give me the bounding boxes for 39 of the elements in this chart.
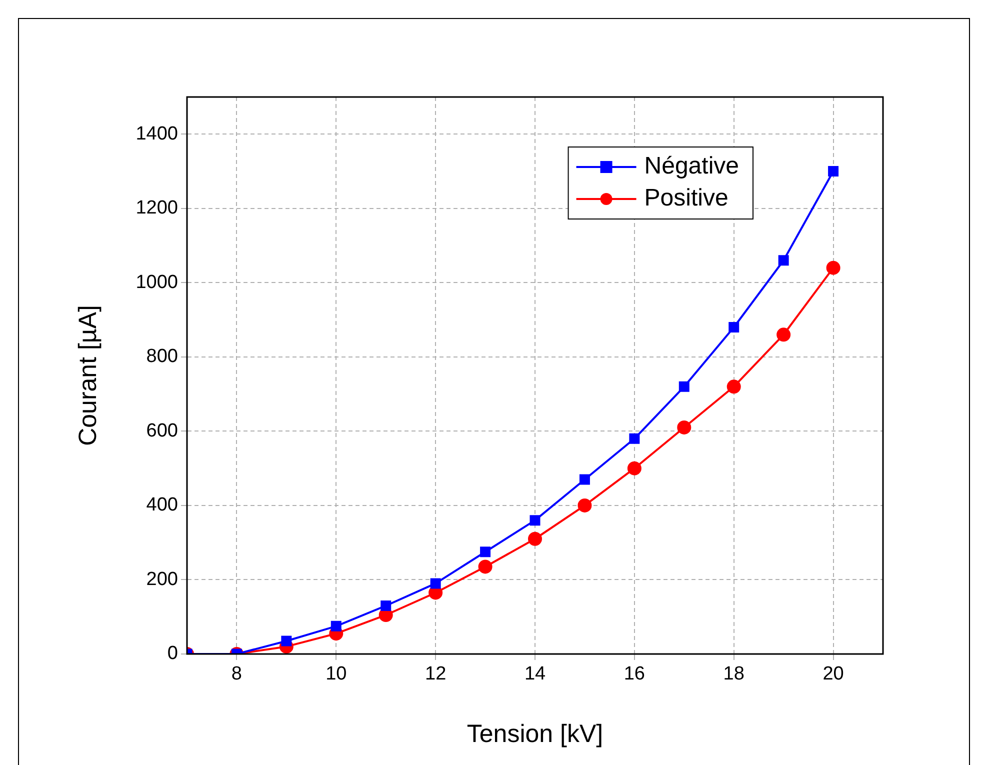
point (678, 381, 690, 392)
point (726, 380, 741, 394)
point (728, 322, 740, 332)
point (578, 498, 592, 512)
x-tick-label: 10 (326, 664, 347, 685)
point (528, 532, 542, 546)
point (330, 620, 342, 632)
point (478, 560, 492, 574)
point (281, 636, 292, 646)
x-tick-label: 16 (624, 664, 645, 685)
y-tick-label: 600 (146, 420, 178, 442)
point (629, 433, 640, 444)
point (627, 461, 642, 476)
point (778, 255, 789, 266)
x-tick-label: 18 (723, 664, 744, 685)
y-tick-label: 1400 (136, 123, 178, 144)
x-tick-label: 12 (425, 664, 446, 685)
y-tick-label: 1000 (136, 272, 178, 293)
point (677, 420, 692, 434)
legend-label: Négative (644, 152, 740, 180)
x-axis-title: Tension [kV] (466, 720, 604, 748)
y-tick-label: 1200 (136, 198, 178, 219)
point (828, 166, 839, 177)
point (579, 474, 590, 485)
legend-label: Positive (644, 184, 728, 212)
y-axis-title: Courant [µA] (74, 305, 102, 446)
point (480, 546, 491, 558)
point (826, 260, 840, 275)
point (430, 578, 441, 589)
point (776, 328, 791, 342)
point (530, 515, 540, 526)
point (380, 600, 392, 611)
x-tick-label: 20 (822, 664, 844, 685)
y-tick-label: 200 (146, 568, 178, 590)
x-tick-label: 8 (231, 664, 242, 685)
y-tick-label: 0 (167, 643, 178, 664)
y-tick-label: 800 (146, 346, 178, 368)
x-tick-label: 14 (524, 664, 546, 685)
y-tick-label: 400 (146, 494, 178, 516)
